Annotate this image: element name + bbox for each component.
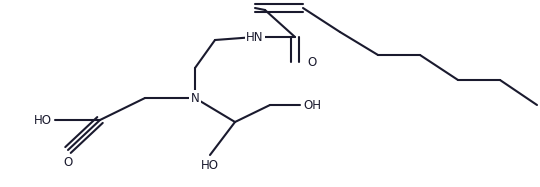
Text: OH: OH (303, 99, 321, 111)
Text: O: O (63, 156, 72, 169)
Text: HO: HO (34, 114, 52, 126)
Text: O: O (307, 56, 316, 68)
Text: N: N (191, 91, 199, 105)
Text: HO: HO (201, 159, 219, 172)
Text: HN: HN (246, 30, 264, 44)
